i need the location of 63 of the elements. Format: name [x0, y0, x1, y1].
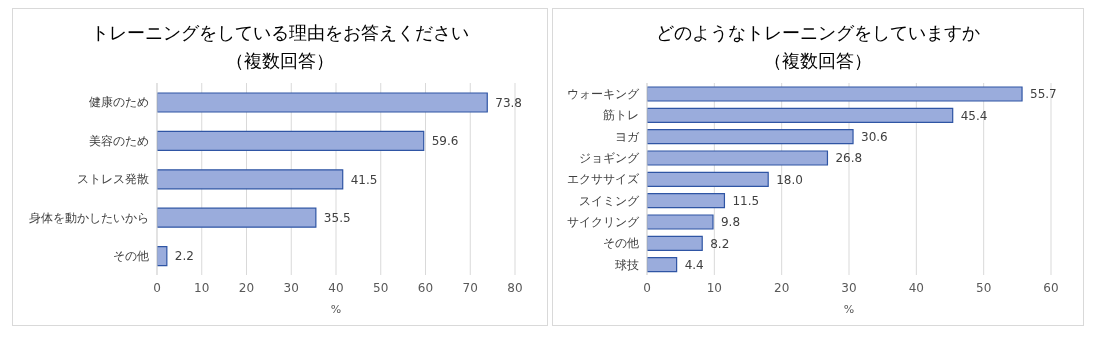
y-tick-label: ウォーキング [567, 86, 640, 101]
y-tick-label: 球技 [615, 257, 639, 272]
y-tick-label: その他 [603, 236, 639, 251]
x-tick-label: 30 [283, 280, 299, 295]
chart-title: トレーニングをしている理由をお答えください [90, 21, 470, 45]
data-label: 11.5 [732, 193, 760, 208]
x-tick-label: 70 [462, 280, 478, 295]
bar [157, 92, 488, 113]
chart-subtitle: （複数回答） [225, 49, 335, 73]
x-axis-title: % [330, 303, 342, 316]
bar [647, 214, 714, 230]
data-label: 2.2 [174, 249, 194, 264]
data-label: 35.5 [323, 210, 351, 225]
y-tick-label: 健康のため [89, 95, 149, 110]
bar [647, 235, 703, 251]
y-tick-label: サイクリング [567, 214, 640, 229]
y-tick-label: 筋トレ [603, 108, 639, 123]
x-tick-label: 80 [507, 280, 523, 295]
x-tick-label: 10 [194, 280, 210, 295]
bar [647, 150, 829, 166]
x-tick-label: 10 [706, 280, 722, 295]
y-tick-label: ヨガ [615, 129, 640, 144]
data-label: 18.0 [776, 172, 803, 187]
y-tick-label: エクササイズ [567, 172, 640, 187]
bar [647, 107, 954, 123]
data-label: 59.6 [431, 134, 459, 149]
data-label: 9.8 [720, 215, 741, 230]
x-axis-title: % [843, 303, 855, 316]
bar [647, 171, 769, 187]
bar [647, 257, 678, 273]
chart-title: どのようなトレーニングをしていますか [655, 21, 981, 45]
bar [157, 130, 425, 151]
data-label: 4.4 [684, 257, 704, 272]
x-tick-label: 40 [328, 280, 344, 295]
bar [157, 169, 344, 190]
bar [647, 86, 1023, 102]
data-label: 73.8 [495, 95, 522, 110]
data-label: 41.5 [350, 172, 378, 187]
data-label: 55.7 [1030, 87, 1057, 102]
y-tick-label: 身体を動かしたいから [29, 210, 149, 225]
x-tick-label: 60 [1043, 280, 1059, 295]
chart-subtitle: （複数回答） [763, 49, 873, 73]
y-tick-label: スイミング [579, 193, 640, 208]
data-label: 45.4 [960, 108, 988, 123]
y-tick-label: 美容のため [89, 133, 149, 148]
data-label: 30.6 [861, 129, 888, 144]
y-tick-label: ストレス発散 [77, 172, 149, 187]
x-tick-label: 50 [976, 280, 992, 295]
x-tick-label: 20 [238, 280, 255, 295]
y-tick-label: ジョギング [579, 150, 640, 165]
x-tick-label: 60 [417, 280, 434, 295]
data-label: 26.8 [835, 151, 863, 166]
x-tick-label: 40 [908, 280, 924, 295]
y-tick-label: その他 [113, 249, 149, 264]
bar [647, 129, 854, 145]
x-tick-label: 20 [774, 280, 790, 295]
data-label: 8.2 [710, 236, 730, 251]
bar [157, 207, 317, 228]
x-tick-label: 30 [841, 280, 857, 295]
x-tick-label: 0 [153, 280, 161, 295]
bar [647, 193, 726, 209]
x-tick-label: 0 [643, 280, 651, 295]
x-tick-label: 50 [373, 280, 389, 295]
